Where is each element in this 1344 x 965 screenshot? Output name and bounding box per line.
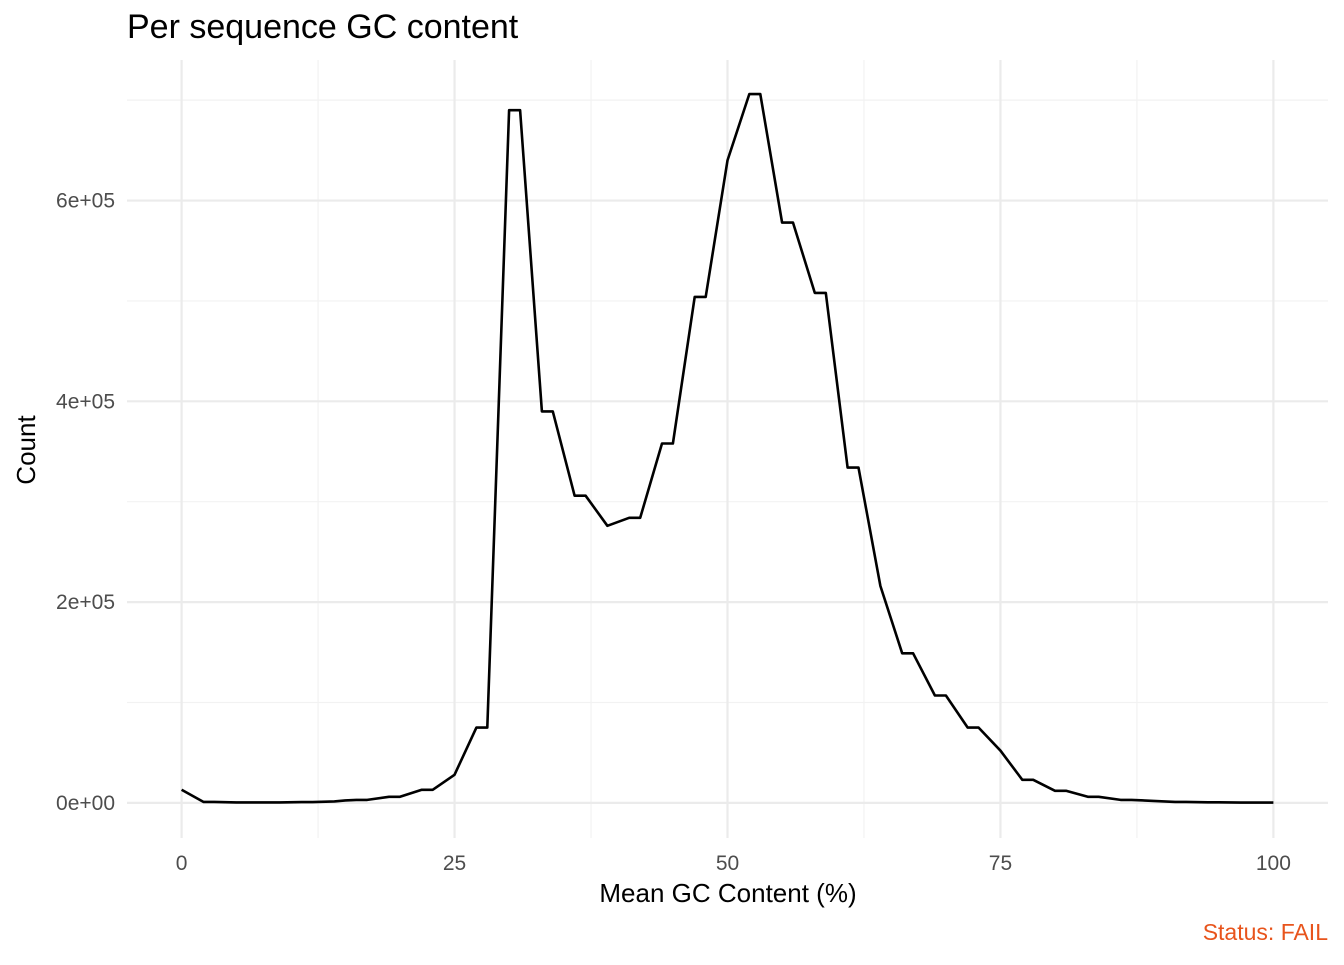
y-tick-label: 0e+00 xyxy=(56,792,115,815)
tick-label-layer: 0 25 50 75 100 0e+00 2e+05 4e+05 6e+05 xyxy=(56,190,1291,875)
x-axis-title: Mean GC Content (%) xyxy=(599,878,856,908)
y-tick-label: 6e+05 xyxy=(56,190,115,213)
series-layer xyxy=(180,92,1274,804)
grid-layer xyxy=(127,60,1328,838)
y-axis-title: Count xyxy=(11,415,41,485)
y-tick-label: 2e+05 xyxy=(56,591,115,614)
y-tick-label: 4e+05 xyxy=(56,390,115,413)
chart-title: Per sequence GC content xyxy=(127,8,519,46)
gc-count-line xyxy=(180,92,1274,804)
x-tick-label: 100 xyxy=(1256,852,1291,875)
x-tick-label: 0 xyxy=(176,852,188,875)
x-tick-label: 75 xyxy=(989,852,1012,875)
status-caption: Status: FAIL xyxy=(1203,919,1328,945)
x-tick-label: 50 xyxy=(716,852,739,875)
x-tick-label: 25 xyxy=(443,852,466,875)
